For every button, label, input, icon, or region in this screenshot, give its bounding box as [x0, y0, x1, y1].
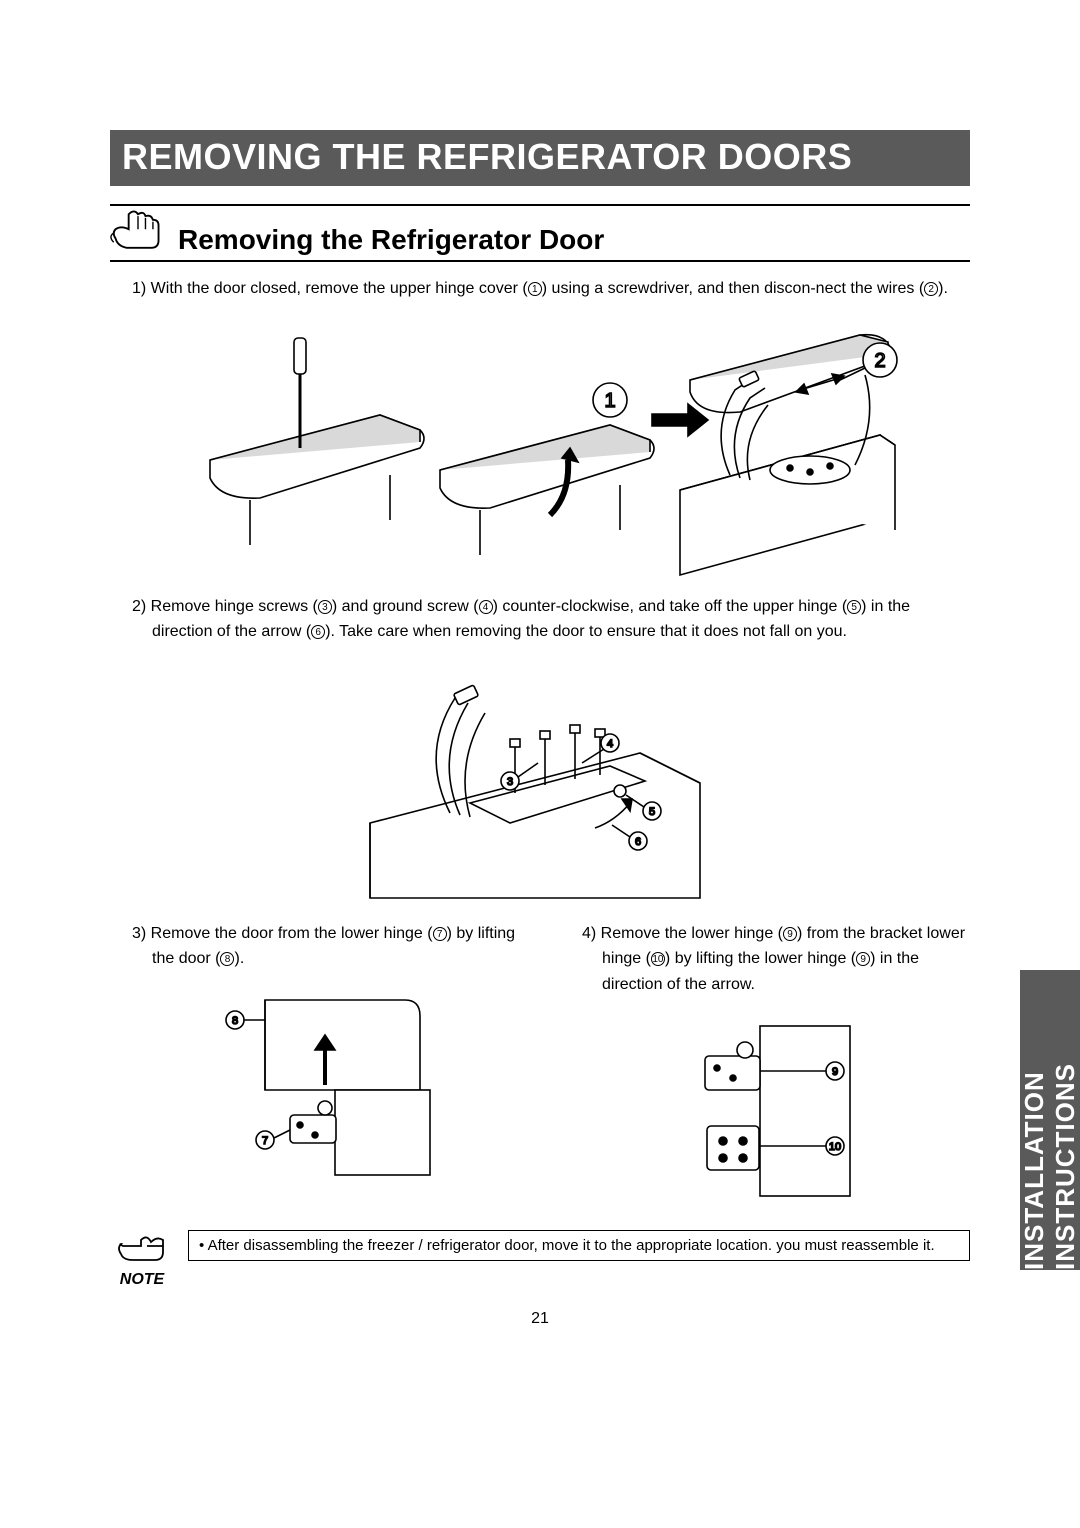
figure-4: 9 10 [645, 1016, 885, 1206]
callout-ref-7: 7 [433, 927, 447, 941]
svg-text:6: 6 [635, 836, 641, 848]
svg-text:5: 5 [649, 806, 655, 818]
callout-ref-5: 5 [847, 600, 861, 614]
figure-3: 8 7 [195, 990, 435, 1180]
text: ) by lifting the lower hinge ( [665, 950, 856, 967]
page-content: REMOVING THE REFRIGERATOR DOORS Removing… [110, 130, 970, 1289]
svg-text:1: 1 [604, 390, 615, 412]
figure-2: 3 4 5 6 [360, 663, 720, 903]
callout-ref-4: 4 [479, 600, 493, 614]
side-tab: INSTALLATION INSTRUCTIONS [1020, 970, 1080, 1270]
callout-ref-1: 1 [528, 282, 542, 296]
svg-text:4: 4 [607, 738, 613, 750]
step-1-text: 1) With the door closed, remove the uppe… [110, 276, 970, 302]
callout-ref-9b: 9 [856, 952, 870, 966]
title-bar: REMOVING THE REFRIGERATOR DOORS [110, 130, 970, 186]
callout-ref-8: 8 [220, 952, 234, 966]
text: ) using a screwdriver, and then discon-n… [542, 280, 924, 297]
callout-ref-9: 9 [783, 927, 797, 941]
text: ) and ground screw ( [332, 598, 479, 615]
svg-text:7: 7 [262, 1135, 268, 1147]
pointing-hand-icon [110, 208, 166, 256]
text: 3) Remove the door from the lower hinge … [132, 925, 433, 942]
figure-1: 1 [180, 320, 900, 580]
steps-3-4-row: 3) Remove the door from the lower hinge … [110, 921, 970, 1206]
svg-text:3: 3 [507, 776, 513, 788]
step-3-col: 3) Remove the door from the lower hinge … [110, 921, 520, 1206]
svg-text:2: 2 [874, 350, 885, 372]
text: ) counter-clockwise, and take off the up… [493, 598, 848, 615]
text: ). [938, 280, 948, 297]
callout-ref-6: 6 [311, 625, 325, 639]
svg-text:8: 8 [232, 1015, 238, 1027]
note-box: • After disassembling the freezer / refr… [188, 1230, 970, 1261]
text: 2) Remove hinge screws ( [132, 598, 318, 615]
note-pointing-hand-icon [117, 1230, 167, 1264]
svg-text:9: 9 [832, 1066, 838, 1078]
note-row: NOTE • After disassembling the freezer /… [110, 1230, 970, 1289]
section-title: Removing the Refrigerator Door [178, 224, 604, 256]
note-icon-column: NOTE [110, 1230, 174, 1289]
section-header: Removing the Refrigerator Door [110, 204, 970, 262]
step-4-text: 4) Remove the lower hinge (9) from the b… [560, 921, 970, 998]
step-2-text: 2) Remove hinge screws (3) and ground sc… [110, 594, 970, 645]
text: ). [234, 950, 244, 967]
text: 4) Remove the lower hinge ( [582, 925, 783, 942]
page-number: 21 [0, 1310, 1080, 1328]
callout-ref-3: 3 [318, 600, 332, 614]
callout-ref-2: 2 [924, 282, 938, 296]
svg-text:10: 10 [829, 1141, 841, 1153]
text: ). Take care when removing the door to e… [325, 623, 847, 640]
step-3-text: 3) Remove the door from the lower hinge … [110, 921, 520, 972]
callout-ref-10: 10 [651, 952, 665, 966]
note-label: NOTE [110, 1271, 174, 1289]
step-4-col: 4) Remove the lower hinge (9) from the b… [560, 921, 970, 1206]
text: 1) With the door closed, remove the uppe… [132, 280, 528, 297]
